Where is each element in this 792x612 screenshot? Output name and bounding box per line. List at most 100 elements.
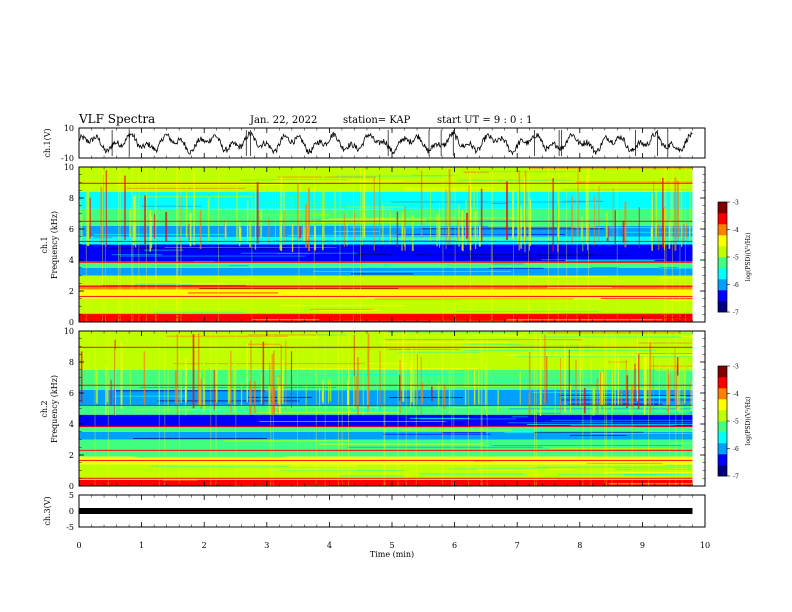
ch2-spectrogram-streak [536,412,562,414]
ch1-colorbar-tick-label: -7 [733,310,739,317]
ch1-spectrogram-sferic [448,169,451,245]
ch1-spectrogram-sferic [616,167,618,322]
ch1-spectrogram-streak [349,226,474,228]
ch1-spectrogram-sferic [466,212,468,239]
ch1-spectrogram-streak [116,183,284,185]
ch1-spectrogram-sferic [165,211,168,242]
ch2-spectrogram-sferic [164,331,166,486]
ch1-spectrogram-sferic [588,167,589,322]
ch1-spectrogram-streak [555,193,595,195]
ch1-spectrogram-sferic [124,175,126,240]
ch2-spectrogram-sferic [540,369,542,405]
ch2-spectrogram-sferic [683,357,686,404]
ch2-colorbar-ticks: -3 -4 -5 -6 -7 [727,364,739,481]
ch2-spectrogram-band [79,464,693,480]
ch1-spectrogram-sferic [684,167,686,322]
ch1-colorbar-swatch [718,290,727,302]
ch1-spectrogram-sferic [119,167,121,322]
ch2-spectrogram-sferic [107,331,109,486]
ch2-spectrogram-sferic [649,342,652,414]
ch2-spectrogram-streak [542,379,573,381]
ch2-spectrogram-sferic [634,363,636,403]
time-axis-tick-label: 3 [264,541,269,550]
ch1-spectrogram-sferic [89,197,91,239]
ch2-spectrogram-sferic [473,370,476,405]
ch2-spectrogram-streak [622,474,693,476]
ch2-spectrogram-streak [113,395,188,397]
ch1-spectrogram-streak [143,249,184,251]
ch2-spectrogram-streak [586,462,663,464]
ch1-spectrogram-streak [405,189,516,191]
ch2-spectrogram-sferic [253,381,256,413]
ch1-spectrogram-streak [318,310,380,311]
ch1-spectrogram-streak [412,174,456,176]
ch1-spectrogram-narrowband-line [79,316,693,318]
ch2-spectrogram-sferic [666,369,669,412]
ch2-spectrogram-band [79,389,693,406]
ch1-spectrogram-sferic [624,201,627,248]
ch2-spectrogram-streak [259,421,446,422]
ch1-spectrogram-streak [199,287,399,289]
ch2-spectrogram-sferic [564,340,566,413]
ch2-spectrogram-band [79,431,693,440]
ch2-spectrogram-streak [614,468,693,470]
ch1-spectrogram-band [79,314,693,322]
ch2-spectrogram-sferic [337,331,339,486]
ch1-spectrogram-sferic [199,210,202,250]
ch1-spectrogram-streak [257,250,396,252]
ch2-spectrogram-streak [271,407,378,409]
ch2-spectrogram-streak [608,483,693,485]
ch1-spectrogram-sferic [352,167,354,322]
ch2-spectrogram-sferic [227,337,230,404]
ch2-spectrogram-sferic [106,387,109,403]
ch2-spectrogram-sferic [353,376,355,410]
ch1-spectrogram-streak [607,192,627,194]
ch2-spectrogram-sferic [230,350,232,413]
ch2-spectrogram-sferic [240,382,243,408]
ch2-spectrogram-streak [582,335,609,337]
ch1-spectrogram-sferic [402,211,404,238]
ch2-spectrogram-streak [178,407,354,409]
ch1-spectrogram-streak [529,167,693,169]
ch1-spectrogram-sferic [363,170,366,238]
ch2-spectrogram-band [79,479,693,486]
ch2-spectrogram-streak [134,409,232,411]
ch2-spectrogram-sferic [384,331,386,486]
ch1-spectrogram-streak [211,208,393,210]
ch1-spectrogram-narrowband-line [79,295,693,298]
ch2-spectrogram-sferic [262,341,265,406]
ch2-spectrogram-sferic [443,385,446,409]
ch2-spectrogram-streak [682,441,693,443]
ch2-spectrogram-streak [591,433,693,434]
ch2-spectrogram-sferic [604,331,606,486]
ch2-spectrogram-sferic [631,331,633,486]
ch2-spectrogram-sferic [658,359,660,409]
ch1-spectrogram-streak [322,178,337,180]
ch1-spectrogram-sferic [475,210,477,249]
ch2-spectrogram-sferic [192,334,195,409]
ch2-spectrogram-sferic [583,387,586,414]
ch1-spectrogram-sferic [239,227,242,243]
ch2-spectrogram-streak [237,389,418,391]
ch1-spectrogram-sferic [180,196,182,252]
ch2-spectrogram-ytick-label: 10 [64,327,74,336]
ch2-spectrogram-streak [135,456,285,458]
ch3-ytick-bottom: -5 [66,523,74,532]
ch1-spectrogram-streak [610,301,662,303]
ch1-spectrogram-streak [93,234,228,235]
ch2-spectrogram-sferic [644,356,647,407]
ch1-spectrogram-sferic [686,223,687,239]
ch1-waveform-trace [78,130,693,156]
ch1-spectrogram-sferic [105,170,107,247]
ch2-spectrogram-sferic [666,341,668,409]
ch1-spectrogram-sferic [313,167,315,322]
ch2-spectrogram-sferic [367,333,370,409]
ch1-spectrogram-streak [565,260,655,262]
ch1-spectrogram-streak [559,312,601,314]
ch2-spectrogram-sferic [379,351,381,408]
ch1-spectrogram-sferic [420,170,423,238]
ch1-spectrogram-sferic [238,221,241,247]
ch1-spectrogram-sferic [445,189,447,249]
ch1-spectrogram-sferic [322,173,324,251]
ch1-spectrogram-sferic [582,217,584,252]
